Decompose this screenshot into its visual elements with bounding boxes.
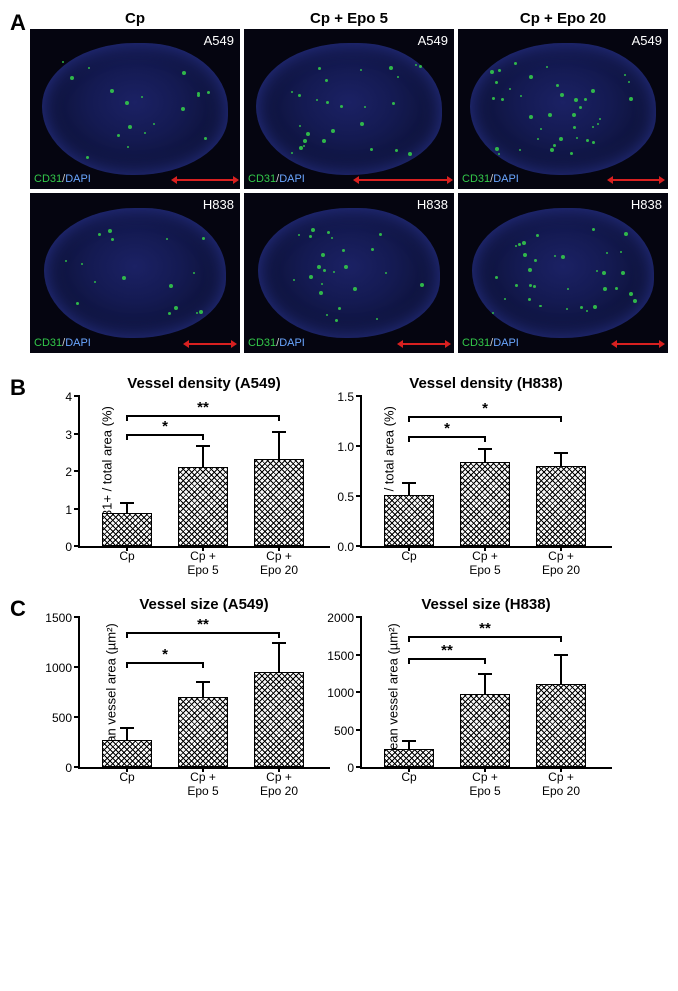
stain-label: CD31/DAPI — [462, 173, 519, 185]
y-tick-label: 1000 — [45, 661, 72, 675]
x-tick-label: Cp — [379, 771, 439, 785]
scale-bar — [616, 343, 660, 345]
microscopy-tile: A549 CD31/DAPI — [30, 29, 240, 189]
chart-plot-area: Mean vessel area (µm²)050010001500CpCp +… — [78, 617, 330, 769]
scale-bar — [402, 343, 446, 345]
x-tick-label: Cp +Epo 5 — [173, 550, 233, 578]
cell-line-label: A549 — [632, 33, 662, 48]
x-tick-label: Cp +Epo 20 — [531, 771, 591, 799]
stain-label: CD31/DAPI — [462, 337, 519, 349]
y-tick-label: 1500 — [327, 649, 354, 663]
microscopy-tile: H838 CD31/DAPI — [30, 193, 240, 353]
chart-title: Vessel size (H838) — [360, 596, 612, 613]
x-tick-label: Cp — [97, 550, 157, 564]
scale-bar — [612, 179, 660, 181]
chart-title: Vessel density (A549) — [78, 375, 330, 392]
bar — [102, 740, 152, 767]
bar-chart: Vessel size (A549) Mean vessel area (µm²)… — [78, 596, 330, 769]
significance-star: * — [162, 418, 168, 435]
bar — [178, 697, 228, 767]
chart-title: Vessel size (A549) — [78, 596, 330, 613]
x-tick-label: Cp +Epo 5 — [455, 550, 515, 578]
microscopy-tile: H838 CD31/DAPI — [458, 193, 668, 353]
cell-line-label: H838 — [631, 197, 662, 212]
col-header-epo20: Cp + Epo 20 — [458, 10, 668, 27]
bar-chart: Vessel density (A549) CD31+ / total area … — [78, 375, 330, 548]
cell-line-label: H838 — [417, 197, 448, 212]
y-tick-label: 1.5 — [337, 390, 354, 404]
bar — [102, 513, 152, 546]
bar — [384, 749, 434, 767]
microscopy-tile: A549 CD31/DAPI — [458, 29, 668, 189]
y-tick-label: 500 — [52, 711, 72, 725]
x-tick-label: Cp +Epo 20 — [531, 550, 591, 578]
microscopy-tile: A549 CD31/DAPI — [244, 29, 454, 189]
stain-label: CD31/DAPI — [248, 173, 305, 185]
significance-star: ** — [479, 620, 491, 637]
y-tick-label: 1500 — [45, 611, 72, 625]
y-tick-label: 0 — [65, 761, 72, 775]
significance-star: * — [162, 646, 168, 663]
bar-chart: Vessel size (H838) Mean vessel area (µm²)… — [360, 596, 612, 769]
chart-plot-area: Mean vessel area (µm²)0500100015002000Cp… — [360, 617, 612, 769]
cell-line-label: A549 — [418, 33, 448, 48]
x-tick-label: Cp — [379, 550, 439, 564]
significance-star: * — [444, 420, 450, 437]
y-tick-label: 1.0 — [337, 440, 354, 454]
chart-title: Vessel density (H838) — [360, 375, 612, 392]
bar — [384, 495, 434, 546]
bar — [536, 466, 586, 546]
stain-label: CD31/DAPI — [248, 337, 305, 349]
microscopy-tile: H838 CD31/DAPI — [244, 193, 454, 353]
col-header-epo5: Cp + Epo 5 — [244, 10, 454, 27]
bar — [460, 462, 510, 546]
y-tick-label: 0.5 — [337, 490, 354, 504]
stain-label: CD31/DAPI — [34, 337, 91, 349]
y-tick-label: 4 — [65, 390, 72, 404]
x-tick-label: Cp — [97, 771, 157, 785]
bar — [254, 459, 304, 546]
x-tick-label: Cp +Epo 5 — [455, 771, 515, 799]
scale-bar — [176, 179, 234, 181]
col-header-cp: Cp — [30, 10, 240, 27]
y-tick-label: 2000 — [327, 611, 354, 625]
y-tick-label: 0 — [65, 540, 72, 554]
y-tick-label: 0 — [347, 761, 354, 775]
panel-a-label: A — [10, 10, 30, 36]
cell-line-label: H838 — [203, 197, 234, 212]
x-tick-label: Cp +Epo 20 — [249, 771, 309, 799]
x-tick-label: Cp +Epo 5 — [173, 771, 233, 799]
cell-line-label: A549 — [204, 33, 234, 48]
bar — [254, 672, 304, 768]
bar — [460, 694, 510, 767]
significance-star: ** — [197, 399, 209, 416]
chart-plot-area: CD31+ / total area (%)01234CpCp +Epo 5Cp… — [78, 396, 330, 548]
microscopy-grid: A549CD31/DAPIA549CD31/DAPIA549CD31/DAPIH… — [30, 29, 668, 353]
scale-bar — [188, 343, 232, 345]
y-tick-label: 1 — [65, 503, 72, 517]
panel-c-label: C — [10, 596, 32, 622]
stain-label: CD31/DAPI — [34, 173, 91, 185]
y-axis-label: Mean vessel area (µm²) — [385, 623, 400, 761]
significance-star: ** — [441, 642, 453, 659]
bar — [178, 467, 228, 547]
chart-plot-area: CD31+ / total area (%)0.00.51.01.5CpCp +… — [360, 396, 612, 548]
y-tick-label: 3 — [65, 428, 72, 442]
significance-star: ** — [197, 616, 209, 633]
panel-c-charts: Vessel size (A549) Mean vessel area (µm²)… — [78, 596, 612, 769]
panel-b-charts: Vessel density (A549) CD31+ / total area … — [78, 375, 612, 548]
x-tick-label: Cp +Epo 20 — [249, 550, 309, 578]
y-tick-label: 2 — [65, 465, 72, 479]
y-tick-label: 500 — [334, 724, 354, 738]
bar — [536, 684, 586, 767]
significance-star: * — [482, 400, 488, 417]
panel-a-col-headers: Cp Cp + Epo 5 Cp + Epo 20 — [30, 10, 668, 27]
panel-b-label: B — [10, 375, 32, 401]
bar-chart: Vessel density (H838) CD31+ / total area … — [360, 375, 612, 548]
scale-bar — [358, 179, 448, 181]
y-tick-label: 0.0 — [337, 540, 354, 554]
y-tick-label: 1000 — [327, 686, 354, 700]
